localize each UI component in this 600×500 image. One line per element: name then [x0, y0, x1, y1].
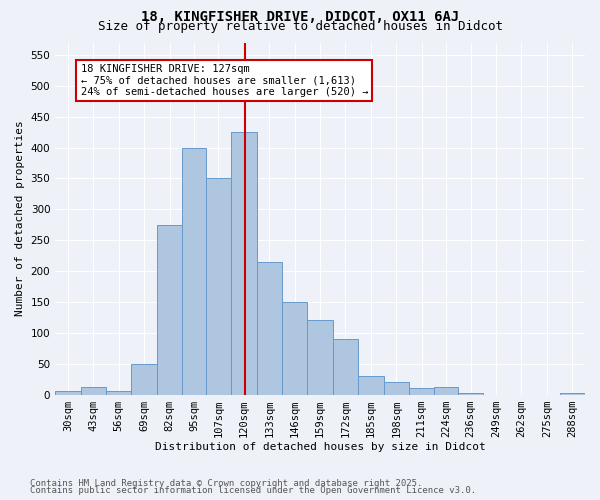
Bar — [282, 302, 307, 394]
Bar — [157, 224, 182, 394]
Bar — [80, 386, 106, 394]
Bar — [358, 376, 383, 394]
X-axis label: Distribution of detached houses by size in Didcot: Distribution of detached houses by size … — [155, 442, 485, 452]
Bar — [257, 262, 282, 394]
Bar — [182, 148, 206, 394]
Bar — [307, 320, 333, 394]
Bar — [333, 339, 358, 394]
Text: Size of property relative to detached houses in Didcot: Size of property relative to detached ho… — [97, 20, 503, 33]
Text: 18, KINGFISHER DRIVE, DIDCOT, OX11 6AJ: 18, KINGFISHER DRIVE, DIDCOT, OX11 6AJ — [141, 10, 459, 24]
Bar — [231, 132, 257, 394]
Text: 18 KINGFISHER DRIVE: 127sqm
← 75% of detached houses are smaller (1,613)
24% of : 18 KINGFISHER DRIVE: 127sqm ← 75% of det… — [80, 64, 368, 98]
Bar — [383, 382, 409, 394]
Text: Contains public sector information licensed under the Open Government Licence v3: Contains public sector information licen… — [30, 486, 476, 495]
Bar — [206, 178, 231, 394]
Bar — [409, 388, 434, 394]
Text: Contains HM Land Registry data © Crown copyright and database right 2025.: Contains HM Land Registry data © Crown c… — [30, 478, 422, 488]
Y-axis label: Number of detached properties: Number of detached properties — [15, 120, 25, 316]
Bar — [106, 392, 131, 394]
Bar — [131, 364, 157, 394]
Bar — [55, 392, 80, 394]
Bar — [434, 386, 458, 394]
